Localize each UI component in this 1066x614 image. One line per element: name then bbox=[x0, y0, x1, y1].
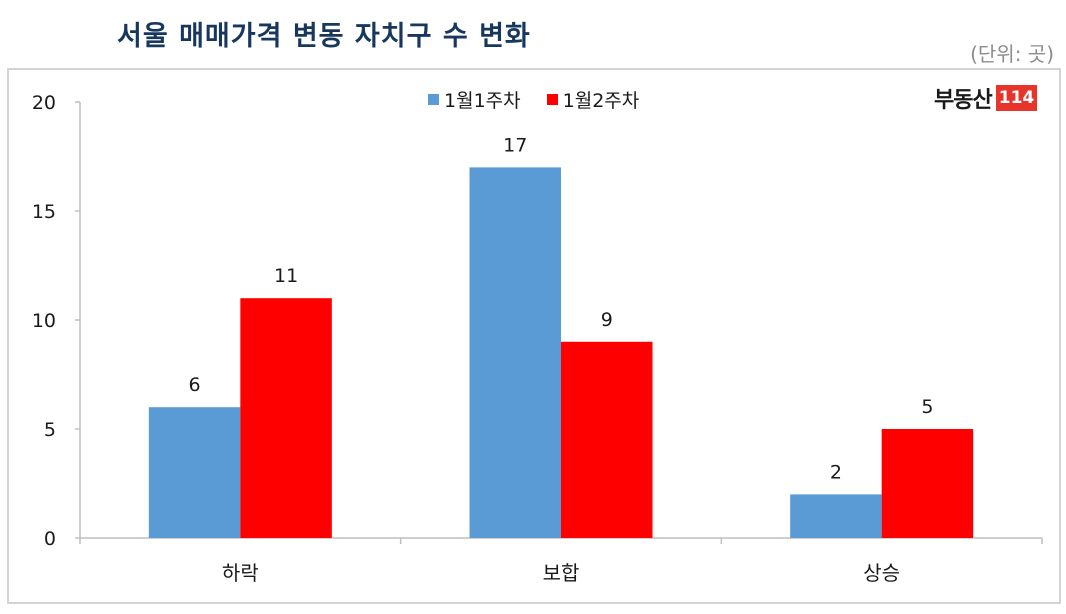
bar bbox=[469, 167, 561, 538]
bar-value-label: 9 bbox=[601, 309, 613, 331]
bar bbox=[561, 341, 653, 538]
x-category-label: 보합 bbox=[543, 561, 580, 585]
legend-label: 1월2주차 bbox=[562, 90, 640, 112]
bar bbox=[881, 429, 974, 538]
y-tick-label: 15 bbox=[32, 201, 56, 223]
x-category-label: 상승 bbox=[863, 561, 900, 585]
bar-value-label: 17 bbox=[503, 134, 527, 156]
bar bbox=[240, 298, 332, 538]
bar bbox=[790, 494, 882, 538]
y-tick-label: 5 bbox=[44, 419, 56, 441]
y-tick-label: 10 bbox=[32, 310, 56, 332]
legend-label: 1월1주차 bbox=[444, 90, 521, 112]
chart-title: 서울 매매가격 변동 자치구 수 변화 bbox=[117, 21, 531, 52]
x-category-label: 하락 bbox=[222, 561, 259, 585]
bar-value-label: 5 bbox=[921, 396, 933, 418]
y-tick-label: 20 bbox=[32, 92, 56, 114]
chart-frame bbox=[7, 68, 1061, 604]
legend-item-series-2: 1월2주차 bbox=[546, 86, 640, 113]
y-tick-label: 0 bbox=[44, 528, 56, 550]
logo-text: 부동산 bbox=[934, 88, 993, 113]
brand-logo: 부동산 114 bbox=[934, 82, 1038, 114]
legend-swatch-red-icon bbox=[546, 94, 558, 105]
legend-item-series-1: 1월1주차 bbox=[428, 86, 521, 113]
bar-value-label: 6 bbox=[189, 374, 201, 396]
unit-label: (단위: 곳) bbox=[970, 42, 1054, 66]
bar bbox=[148, 407, 241, 538]
legend-swatch-blue-icon bbox=[428, 94, 439, 105]
bar-value-label: 2 bbox=[830, 461, 842, 483]
logo-badge: 114 bbox=[995, 85, 1038, 111]
legend: 1월1주차 1월2주차 bbox=[428, 86, 639, 113]
bar-value-label: 11 bbox=[274, 265, 298, 287]
